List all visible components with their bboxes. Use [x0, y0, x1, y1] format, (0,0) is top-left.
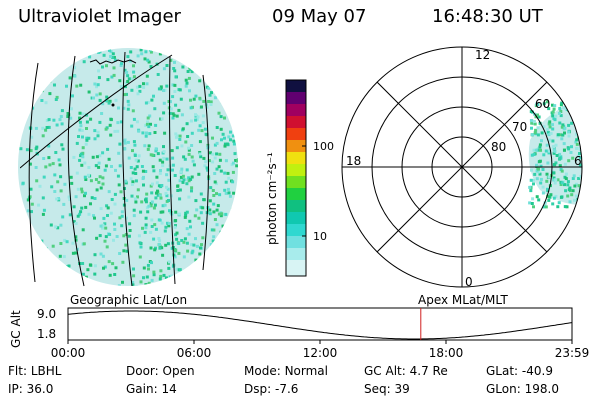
meridian-line: [28, 62, 39, 283]
colorbar: 100 10 photon cm⁻²s⁻¹: [265, 79, 334, 277]
info-glat: GLat: -40.9: [486, 364, 553, 378]
mlt-label-noon: 12: [475, 48, 490, 62]
info-ip: IP: 36.0: [8, 382, 54, 396]
mlt-label-midnight: 0: [465, 275, 473, 289]
info-glon: GLon: 198.0: [486, 382, 559, 396]
polar-plot: 12 18 6 0 60 70 80: [341, 46, 583, 289]
x-tick-2359: 23:59: [555, 346, 590, 360]
global-uv-image: [18, 48, 238, 287]
mlt-label-dawn: 6: [574, 154, 582, 168]
mlt-label-dusk: 18: [346, 154, 361, 168]
mlat-label-80: 80: [491, 140, 506, 154]
meridian-line: [122, 51, 133, 287]
colorbar-tick-100: 100: [313, 140, 334, 153]
colorbar-unit-label: photon cm⁻²s⁻¹: [265, 152, 279, 245]
y-tick-low: 1.8: [37, 327, 56, 341]
x-tick-0600: 06:00: [177, 346, 212, 360]
timeline-right-caption: Apex MLat/MLT: [418, 293, 508, 307]
meridian-line: [169, 55, 176, 285]
polar-grid: [341, 46, 583, 288]
coastline: [89, 59, 137, 65]
x-tick-0000: 00:00: [51, 346, 86, 360]
meridian-line: [67, 55, 85, 287]
colorbar-tick-10: 10: [313, 230, 327, 243]
info-dsp: Dsp: -7.6: [244, 382, 299, 396]
latitude-line: [20, 54, 173, 169]
info-gc-alt: GC Alt: 4.7 Re: [364, 364, 448, 378]
timeline-left-caption: Geographic Lat/Lon: [70, 293, 187, 307]
info-seq: Seq: 39: [364, 382, 410, 396]
subsolar-dot: [111, 103, 115, 107]
x-tick-1800: 18:00: [429, 346, 464, 360]
info-door: Door: Open: [126, 364, 195, 378]
timeline-frame: [67, 307, 573, 341]
altitude-timeline: Geographic Lat/Lon Apex MLat/MLT GC Alt …: [9, 293, 589, 360]
time-label: 16:48:30 UT: [432, 6, 543, 27]
meridian-line: [202, 74, 209, 271]
info-mode: Mode: Normal: [244, 364, 328, 378]
instrument-title: Ultraviolet Imager: [18, 6, 181, 27]
info-gain: Gain: 14: [126, 382, 177, 396]
mlat-label-70: 70: [512, 120, 527, 134]
mlat-label-60: 60: [535, 97, 550, 111]
geographic-grid: [20, 51, 209, 287]
date-label: 09 May 07: [272, 6, 367, 27]
timeline-axis-title: GC Alt: [9, 310, 23, 348]
altitude-curve: [67, 310, 573, 340]
y-tick-high: 9.0: [37, 307, 56, 321]
info-flt: Flt: LBHL: [8, 364, 62, 378]
x-tick-1200: 12:00: [303, 346, 338, 360]
